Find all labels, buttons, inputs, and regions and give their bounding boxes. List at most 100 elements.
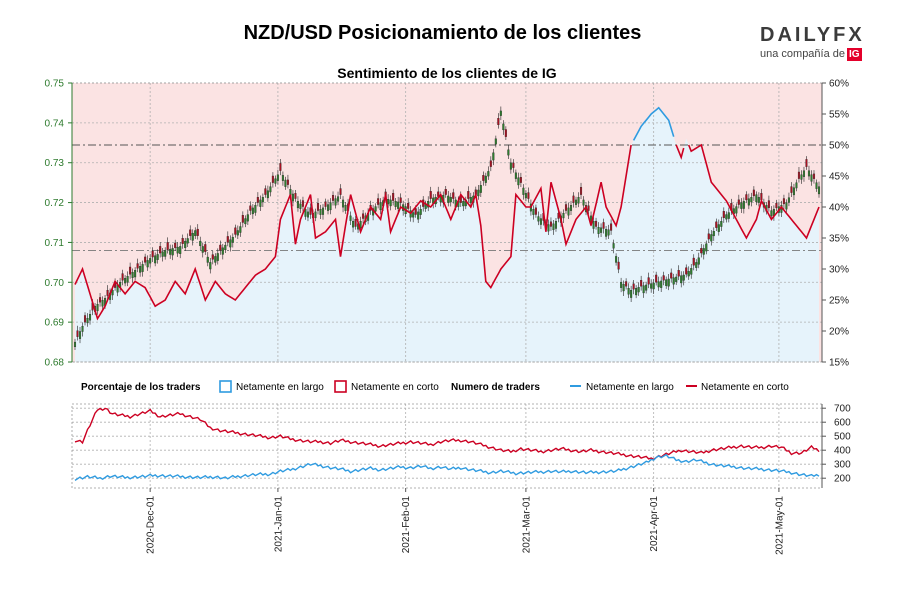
legend-long-label: Netamente en largo bbox=[236, 382, 324, 393]
candle-body bbox=[792, 187, 795, 196]
candle-body bbox=[174, 242, 177, 248]
x-tick-label: 2021-Feb-01 bbox=[401, 496, 412, 554]
candle-body bbox=[191, 232, 194, 241]
candle-body bbox=[334, 198, 337, 206]
candle-body bbox=[377, 198, 380, 205]
candle-body bbox=[184, 240, 187, 248]
candle-body bbox=[665, 279, 668, 286]
candle-body bbox=[647, 277, 650, 285]
candle-body bbox=[392, 193, 395, 201]
candle-body bbox=[554, 221, 558, 229]
right-tick-label: 50% bbox=[829, 141, 849, 152]
x-tick-label: 2021-Jan-01 bbox=[273, 496, 284, 553]
right-tick-label: 30% bbox=[829, 265, 849, 276]
candle-body bbox=[524, 193, 527, 199]
left-tick-label: 0.72 bbox=[45, 198, 65, 209]
candle-body bbox=[419, 209, 422, 215]
candle-body bbox=[444, 189, 447, 195]
series-net-long-count bbox=[74, 453, 820, 481]
left-tick-label: 0.73 bbox=[45, 158, 65, 169]
candle-body bbox=[342, 199, 345, 208]
candle-body bbox=[291, 193, 294, 202]
candle-body bbox=[374, 206, 377, 212]
candle-body bbox=[537, 216, 540, 222]
candle-body bbox=[301, 200, 304, 207]
candle-body bbox=[239, 226, 242, 233]
candle-body bbox=[336, 196, 340, 202]
candle-body bbox=[625, 281, 628, 287]
candle-body bbox=[755, 194, 758, 203]
candle-body bbox=[682, 274, 685, 281]
right-tick-label: 55% bbox=[829, 110, 849, 121]
candle-body bbox=[389, 199, 392, 207]
candle-body bbox=[394, 201, 397, 207]
candle-body bbox=[219, 244, 222, 251]
candle-body bbox=[274, 178, 277, 184]
candle-body bbox=[790, 186, 793, 193]
candle-body bbox=[204, 244, 207, 252]
candle-body bbox=[194, 230, 197, 237]
candle-body bbox=[787, 197, 790, 203]
candle-body bbox=[449, 197, 452, 203]
candle-body bbox=[595, 220, 598, 227]
candle-body bbox=[642, 285, 645, 294]
candle-body bbox=[324, 201, 327, 207]
candle-body bbox=[211, 254, 214, 260]
candle-body bbox=[567, 207, 570, 216]
candle-body bbox=[522, 187, 525, 195]
candle-body bbox=[159, 246, 162, 254]
candle-body bbox=[657, 281, 660, 288]
candle-body bbox=[745, 194, 748, 201]
candle-body bbox=[735, 206, 738, 214]
candle-body bbox=[266, 190, 269, 199]
candle-body bbox=[236, 230, 239, 236]
candle-body bbox=[527, 192, 530, 199]
candle-body bbox=[339, 188, 342, 195]
candle-body bbox=[176, 246, 179, 254]
candle-body bbox=[144, 256, 147, 263]
candle-body bbox=[532, 209, 535, 215]
candle-body bbox=[96, 304, 99, 312]
candle-body bbox=[73, 341, 77, 348]
candle-body bbox=[319, 209, 322, 215]
candle-body bbox=[487, 171, 490, 177]
candle-body bbox=[802, 170, 806, 177]
long-area-fill bbox=[75, 107, 819, 362]
candle-body bbox=[256, 197, 259, 203]
candle-body bbox=[344, 205, 347, 211]
x-tick-label: 2021-May-01 bbox=[774, 496, 785, 555]
candle-body bbox=[216, 253, 219, 261]
legend-count-long-label: Netamente en largo bbox=[586, 382, 674, 393]
candle-body bbox=[161, 251, 164, 257]
candle-body bbox=[622, 284, 625, 292]
count-tick-label: 200 bbox=[834, 474, 851, 485]
candle-body bbox=[294, 193, 297, 199]
candle-body bbox=[504, 129, 507, 137]
candle-body bbox=[695, 262, 698, 268]
left-tick-label: 0.68 bbox=[45, 358, 65, 369]
candle-body bbox=[687, 271, 690, 277]
candle-body bbox=[331, 195, 335, 201]
left-tick-label: 0.69 bbox=[45, 318, 65, 329]
candle-body bbox=[812, 173, 816, 179]
candle-body bbox=[151, 250, 154, 258]
candle-body bbox=[534, 207, 537, 215]
candle-body bbox=[296, 201, 299, 209]
candle-body bbox=[467, 191, 470, 199]
candle-body bbox=[492, 152, 495, 161]
candle-body bbox=[612, 243, 615, 249]
candle-body bbox=[630, 290, 633, 298]
candle-body bbox=[352, 221, 355, 228]
right-tick-label: 20% bbox=[829, 327, 849, 338]
candle-body bbox=[637, 287, 640, 293]
candle-body bbox=[552, 223, 555, 231]
x-tick-label: 2020-Dec-01 bbox=[146, 496, 157, 554]
candle-body bbox=[209, 262, 212, 270]
candle-body bbox=[244, 218, 247, 225]
chart-title: NZD/USD Posicionamiento de los clientes bbox=[243, 22, 642, 44]
brand-subtitle: una compañía de IG bbox=[760, 48, 866, 61]
candle-body bbox=[805, 159, 808, 167]
candle-body bbox=[562, 213, 565, 219]
candle-body bbox=[246, 214, 249, 222]
candle-body bbox=[156, 254, 159, 260]
